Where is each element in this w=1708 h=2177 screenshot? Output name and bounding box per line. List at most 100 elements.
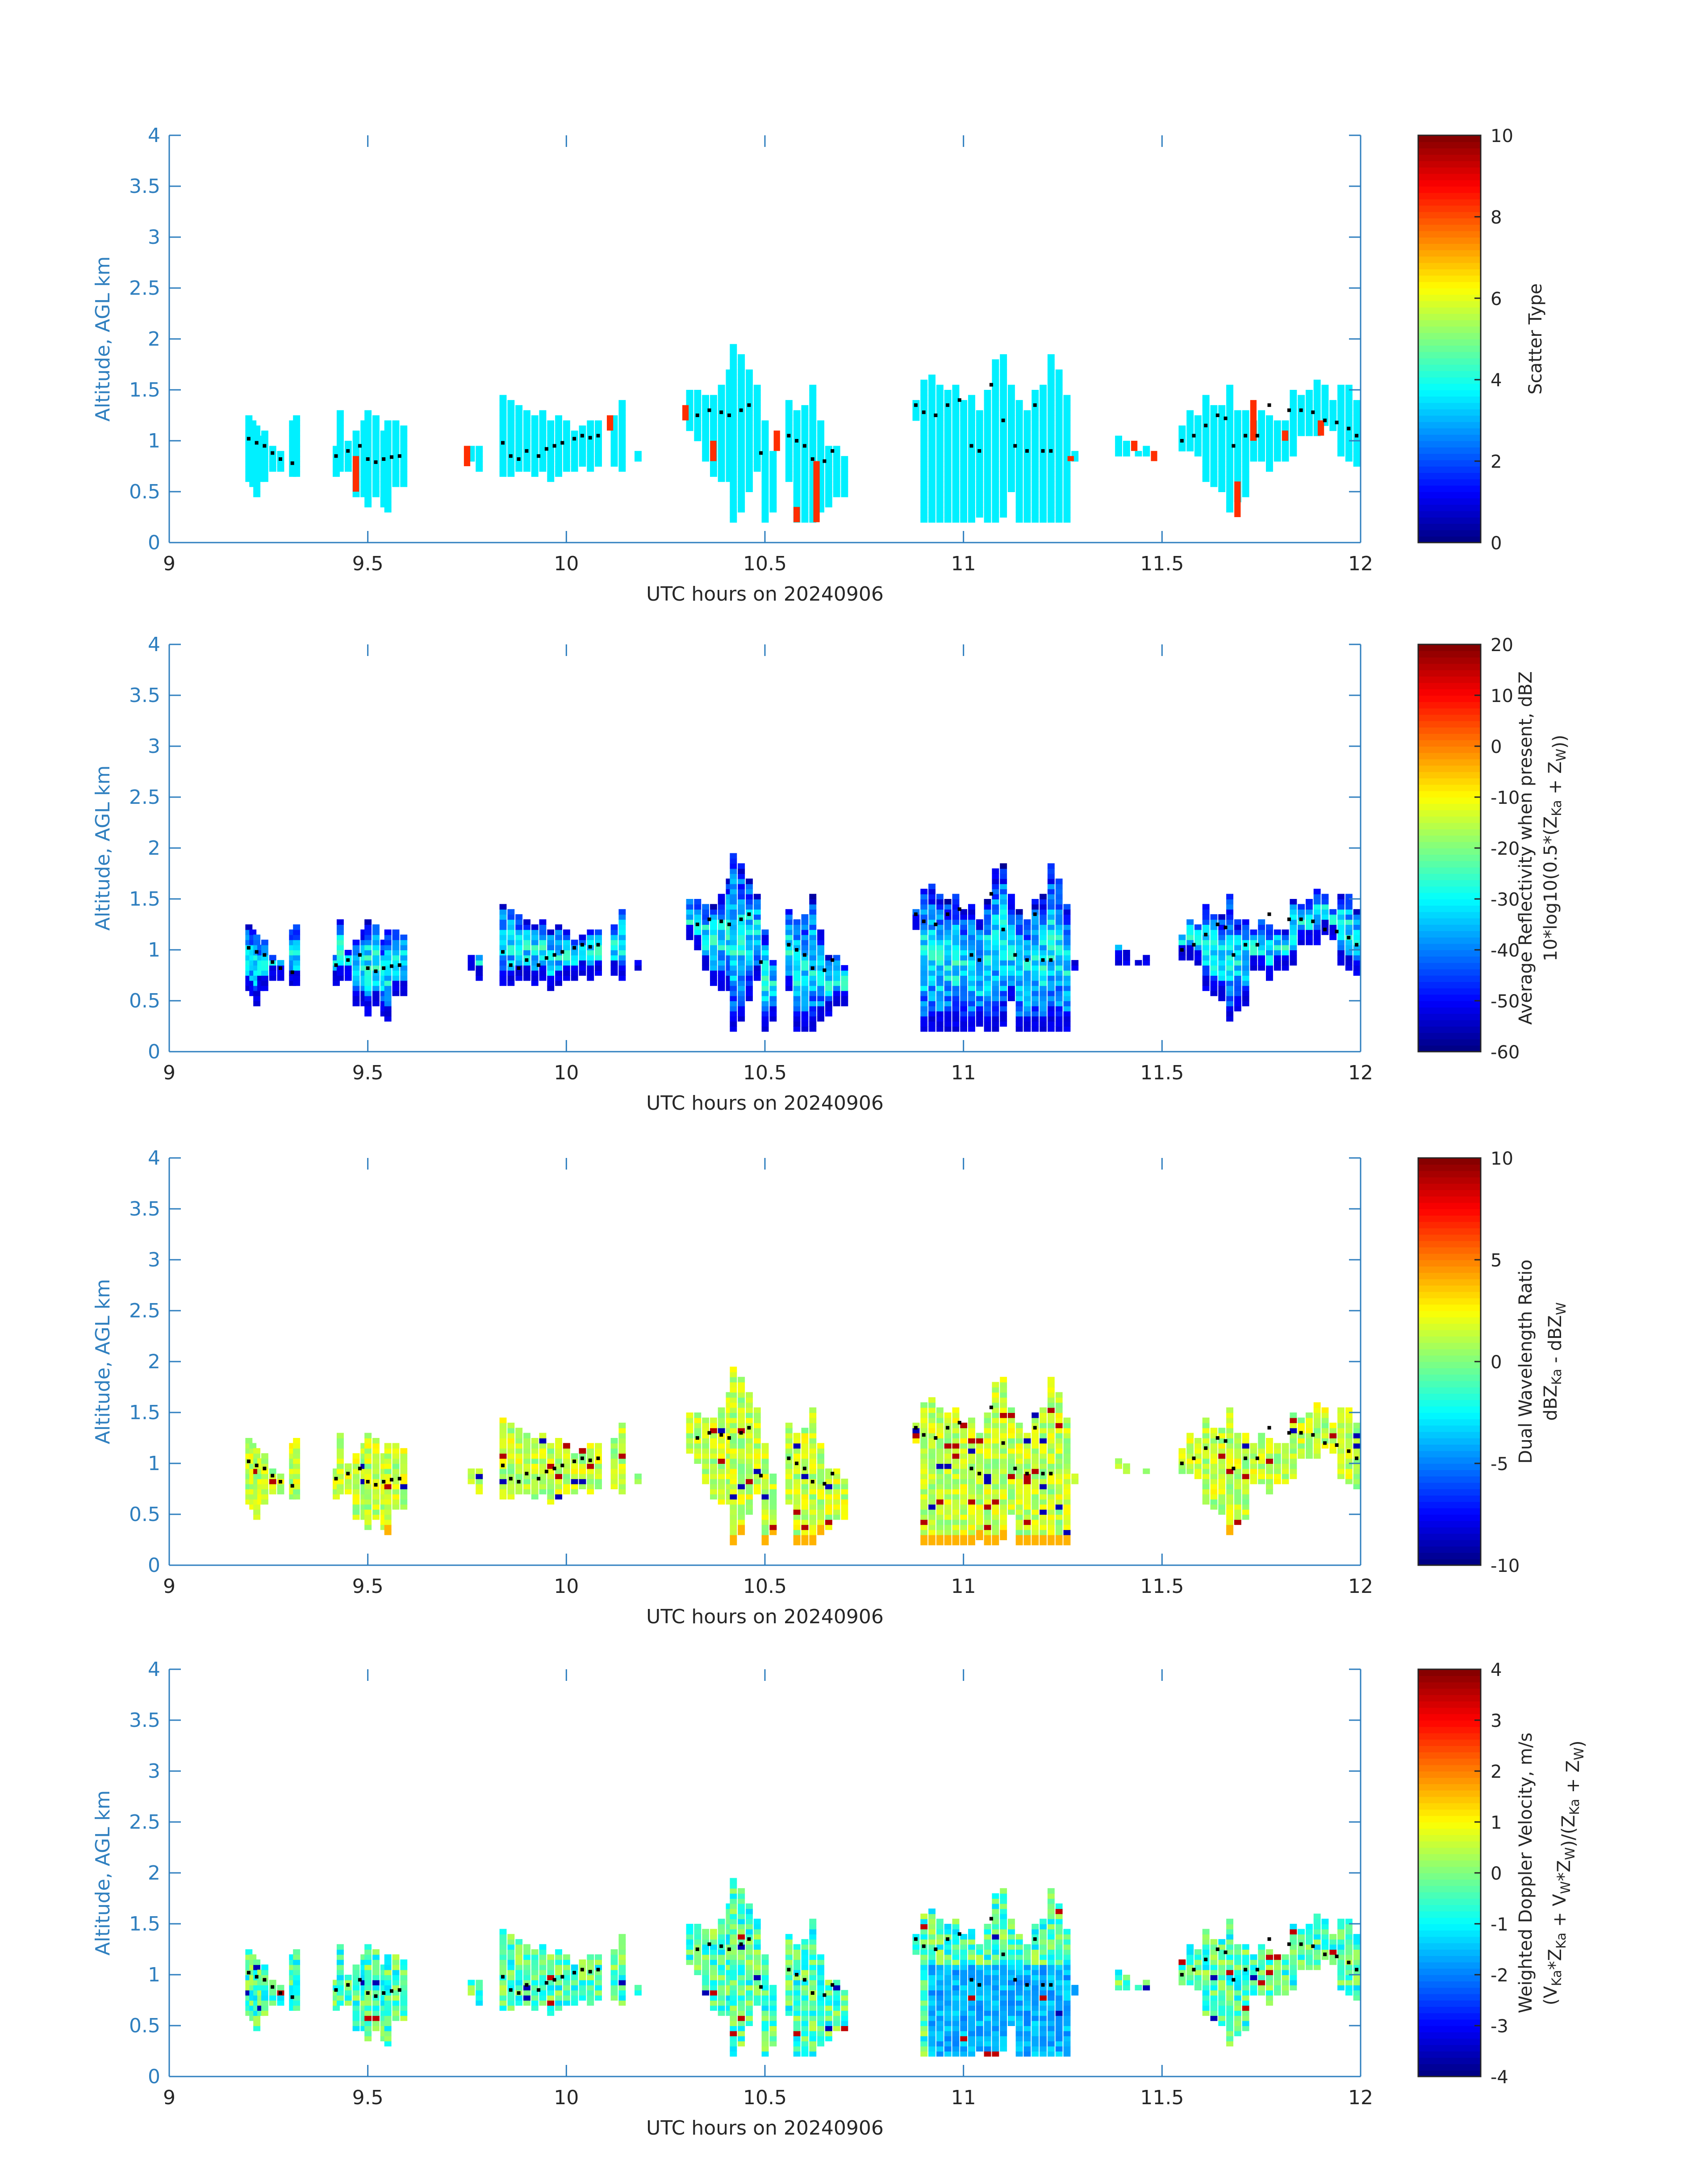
heatmap-cell (928, 471, 935, 477)
heatmap-cell (960, 507, 968, 513)
heatmap-cell (476, 456, 483, 462)
heatmap-cell (761, 990, 769, 996)
heatmap-cell (1000, 1463, 1007, 1469)
heatmap-cell (694, 430, 702, 436)
heatmap-cell (825, 955, 832, 961)
heatmap-cell (761, 446, 769, 451)
heatmap-cell (344, 965, 352, 971)
heatmap-cell (718, 395, 725, 401)
heatmap-cell (730, 858, 737, 864)
heatmap-cell (515, 1468, 523, 1474)
heatmap-cell (1000, 501, 1007, 508)
heatmap-cell (1015, 476, 1023, 482)
cloud-top-marker (1335, 930, 1339, 933)
heatmap-cell (984, 1443, 991, 1449)
heatmap-cell (793, 940, 801, 945)
heatmap-cell (384, 1509, 392, 1515)
heatmap-cell (809, 435, 817, 441)
heatmap-cell (499, 1468, 507, 1474)
heatmap-cell (515, 1448, 523, 1454)
heatmap-cell (960, 914, 968, 920)
heatmap-cell (912, 415, 920, 421)
heatmap-cell (928, 990, 935, 996)
heatmap-cell (1266, 461, 1273, 467)
heatmap-cell (1063, 497, 1071, 502)
heatmap-cell (730, 471, 737, 477)
heatmap-cell (1218, 985, 1226, 991)
heatmap-cell (944, 919, 952, 925)
heatmap-cell (710, 1468, 717, 1474)
text-run: + Z (1545, 761, 1566, 800)
heatmap-cell (753, 446, 761, 451)
heatmap-cell (1202, 909, 1210, 915)
heatmap-cell (1186, 1443, 1194, 1449)
heatmap-cell (1063, 1417, 1071, 1423)
cloud-top-marker (290, 461, 294, 465)
heatmap-cell (960, 1524, 968, 1530)
heatmap-cell (1290, 430, 1297, 436)
plot-axes (168, 643, 1361, 1053)
heatmap-cell (1047, 1458, 1055, 1464)
heatmap-cell (730, 461, 737, 467)
heatmap-cell (555, 924, 562, 930)
colorbar-segment (1418, 281, 1481, 288)
heatmap-cell (1008, 390, 1015, 396)
heatmap-cell (817, 975, 824, 981)
colorbar-segment (1418, 905, 1481, 912)
heatmap-cell (1015, 507, 1023, 513)
cloud-top-marker (759, 960, 763, 964)
heatmap-cell (746, 451, 753, 457)
cloud-top-markers (246, 892, 1359, 974)
heatmap-cell (269, 456, 276, 462)
heatmap-cell (1242, 970, 1249, 976)
heatmap-cell (523, 965, 530, 971)
heatmap-cell (928, 512, 935, 518)
heatmap-cell (1055, 1412, 1063, 1418)
heatmap-cell (364, 1524, 372, 1530)
heatmap-cell (1000, 410, 1007, 416)
heatmap-cell (1008, 425, 1015, 431)
heatmap-cell (801, 405, 809, 411)
heatmap-cell (372, 960, 380, 966)
heatmap-cell (1321, 914, 1329, 920)
heatmap-cell (746, 960, 753, 966)
heatmap-cell (1031, 415, 1039, 421)
heatmap-cell-accent (1282, 430, 1289, 441)
heatmap-cell (976, 1021, 983, 1027)
heatmap-cell (992, 466, 999, 472)
heatmap-cell (730, 1412, 737, 1418)
heatmap-cell (984, 390, 991, 396)
heatmap-cell (936, 1001, 944, 1007)
heatmap-cell (337, 1483, 344, 1489)
heatmap-cell (738, 904, 745, 910)
heatmap-cell (952, 476, 960, 482)
heatmap-cell (515, 1453, 523, 1459)
heatmap-cell (753, 1428, 761, 1433)
heatmap-cell (730, 1514, 737, 1520)
colorbar-tick-label: -30 (1491, 890, 1520, 910)
heatmap-cell (833, 1473, 840, 1479)
heatmap-cell (809, 985, 817, 991)
heatmap-cell (1218, 924, 1226, 930)
heatmap-cell (825, 970, 832, 976)
heatmap-cell (1226, 1499, 1233, 1505)
heatmap-cell (277, 451, 284, 457)
heatmap-cell (738, 1468, 745, 1474)
heatmap-cell (563, 1483, 570, 1489)
heatmap-cell (992, 1473, 999, 1479)
heatmap-cell (1258, 430, 1265, 436)
heatmap-cell (710, 1453, 717, 1459)
heatmap-cell (618, 909, 626, 915)
heatmap-cell (1218, 430, 1226, 436)
heatmap-cell (746, 471, 753, 477)
heatmap-cell (1000, 507, 1007, 513)
heatmap-cell (1226, 894, 1233, 899)
heatmap-cell (1031, 471, 1039, 477)
heatmap-cell (801, 919, 809, 925)
heatmap-cell (563, 1463, 570, 1469)
heatmap-cell (968, 934, 975, 940)
heatmap-cell (1226, 400, 1233, 406)
heatmap-cell (476, 955, 483, 961)
heatmap-cell (571, 1479, 578, 1484)
heatmap-cell (1242, 995, 1249, 1001)
